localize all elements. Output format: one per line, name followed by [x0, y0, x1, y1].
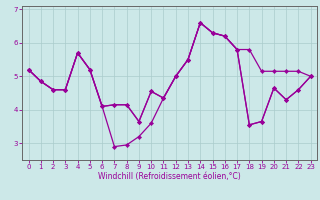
X-axis label: Windchill (Refroidissement éolien,°C): Windchill (Refroidissement éolien,°C) — [98, 172, 241, 181]
